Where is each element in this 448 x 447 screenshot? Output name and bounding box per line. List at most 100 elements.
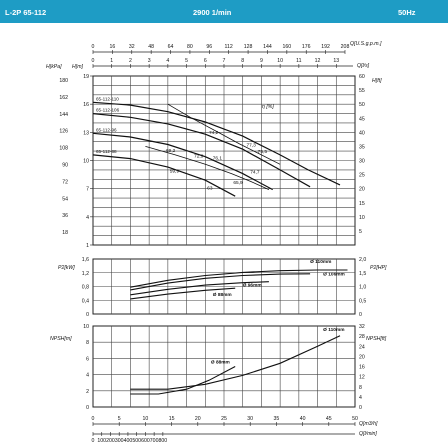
npsh-axis-ft-tick-label: 24 xyxy=(359,344,365,350)
speed-label: 2900 1/min xyxy=(193,8,232,17)
head-curve xyxy=(92,101,341,186)
top-axis-ls-tick-label: 8 xyxy=(241,58,244,64)
power-axis-hp-tick-label: 2,0 xyxy=(359,257,366,263)
bottom-axis-m3h-tick-label: 5 xyxy=(118,416,121,422)
power-axis-hp-tick-label: 0 xyxy=(359,312,362,318)
bottom-axis-m3h-tick-label: 40 xyxy=(300,416,306,422)
npsh-axis-m-tick-label: 6 xyxy=(86,356,89,362)
bottom-axis-m3h-tick-label: 30 xyxy=(247,416,253,422)
power-curve xyxy=(130,273,311,291)
npsh-axis-ft-tick-label: 8 xyxy=(359,385,362,391)
top-axis-usgpm-tick-label: 0 xyxy=(92,44,95,50)
head-axis-kpa-tick-label: 54 xyxy=(62,196,68,202)
top-axis-usgpm-tick-label: 192 xyxy=(321,44,330,50)
bottom-axis-m3h-tick-label: 20 xyxy=(195,416,201,422)
power-axis-kw-tick-label: 1,6 xyxy=(82,257,89,263)
power-axis-hp-tick-label: 0,5 xyxy=(359,298,366,304)
head-axis-m-tick-label: 7 xyxy=(86,187,89,193)
efficiency-label: 59,9 xyxy=(170,169,180,175)
head-axis-m-tick-label: 13 xyxy=(83,130,89,136)
top-axis-usgpm-tick-label: 208 xyxy=(341,44,350,50)
efficiency-label: 76,1 xyxy=(213,156,223,162)
top-axis-ls-tick-label: 0 xyxy=(92,58,95,64)
model-label: L-2P 65-112 xyxy=(5,8,47,17)
top-axis-usgpm-tick-label: 32 xyxy=(129,44,135,50)
head-axis-ft-tick-label: 50 xyxy=(359,102,365,108)
efficiency-axis-label: η [%] xyxy=(262,104,274,110)
bottom-axis-m3h-tick-label: 10 xyxy=(143,416,149,422)
power-curve xyxy=(130,269,348,288)
head-axis-kpa-tick-label: 108 xyxy=(59,146,68,152)
npsh-axis-ft-tick-label: 0 xyxy=(359,405,362,411)
npsh-axis-ft-tick-label: 4 xyxy=(359,395,362,401)
bottom-axis-lmin-tick-label: 700 xyxy=(150,438,159,444)
bottom-axis-m3h-tick-label: 0 xyxy=(92,416,95,422)
top-axis-usgpm-tick-label: 64 xyxy=(168,44,174,50)
power-axis-hp-tick-label: 1,0 xyxy=(359,285,366,291)
npsh-axis-m-tick-label: 10 xyxy=(83,324,89,330)
head-axis-ft-tick-label: 15 xyxy=(359,201,365,207)
head-curve-label: 65-112-110 xyxy=(96,96,119,101)
head-curve-label: 65-112-106 xyxy=(96,108,120,113)
head-axis-kpa-tick-label: 90 xyxy=(62,163,68,169)
head-axis-ft-tick-label: 55 xyxy=(359,88,365,94)
efficiency-label: 65,9 xyxy=(233,180,243,186)
npsh-axis-ft-tick-label: 32 xyxy=(359,324,365,330)
efficiency-label: 77,3 xyxy=(246,142,256,148)
head-axis-m-tick-label: 1 xyxy=(86,243,89,249)
power-curve xyxy=(130,281,269,296)
head-axis-kpa-tick-label: 180 xyxy=(59,78,68,84)
efficiency-curve xyxy=(145,146,270,190)
power-axis-kw-label: P2[kW] xyxy=(58,265,75,271)
npsh-axis-m-tick-label: 4 xyxy=(86,373,89,379)
npsh-axis-ft-tick-label: 12 xyxy=(359,375,365,381)
power-axis-kw-tick-label: 1,2 xyxy=(82,271,89,277)
npsh-curve xyxy=(130,335,341,390)
frequency-label: 50Hz xyxy=(398,8,416,17)
top-axis-usgpm-tick-label: 16 xyxy=(109,44,115,50)
top-axis-usgpm-label: Q[U.S.g.p.m.] xyxy=(350,41,382,47)
top-axis-ls-tick-label: 3 xyxy=(148,58,151,64)
power-axis-hp-tick-label: 1,5 xyxy=(359,271,366,277)
head-axis-ft-label: H[ft] xyxy=(372,78,382,84)
head-curve xyxy=(92,113,311,188)
head-axis-kpa-tick-label: 126 xyxy=(59,129,68,135)
npsh-axis-ft-tick-label: 16 xyxy=(359,365,365,371)
top-axis-usgpm-tick-label: 128 xyxy=(244,44,253,50)
top-axis-ls-tick-label: 2 xyxy=(129,58,132,64)
top-axis-usgpm-tick-label: 112 xyxy=(225,44,233,50)
power-curve-label: Ø 88mm xyxy=(213,292,232,298)
bottom-axis-lmin-tick-label: 600 xyxy=(141,438,150,444)
top-axis-ls-tick-label: 1 xyxy=(110,58,113,64)
head-axis-ft-tick-label: 20 xyxy=(359,187,365,193)
head-axis-ft-tick-label: 35 xyxy=(359,144,365,150)
npsh-axis-ft-tick-label: 28 xyxy=(359,334,365,340)
bottom-axis-lmin-tick-label: 500 xyxy=(132,438,141,444)
head-axis-kpa-tick-label: 162 xyxy=(59,95,68,101)
power-curve-label: Ø 96mm xyxy=(243,283,262,289)
npsh-axis-m-label: NPSH[m] xyxy=(50,336,72,342)
bottom-axis-m3h-tick-label: 45 xyxy=(326,416,332,422)
efficiency-curve xyxy=(167,103,281,165)
top-axis-usgpm-tick-label: 80 xyxy=(187,44,193,50)
top-axis-ls-tick-label: 5 xyxy=(185,58,188,64)
top-axis-ls-tick-label: 12 xyxy=(315,58,321,64)
bottom-axis-lmin-label: Q[l/min] xyxy=(359,431,377,437)
efficiency-label: 74,7 xyxy=(250,170,260,176)
power-curve-label: Ø 110mm xyxy=(310,259,331,265)
head-curve-label: 65-112-88 xyxy=(96,149,117,154)
efficiency-label: 74,2 xyxy=(209,130,219,136)
efficiency-label: 69,2 xyxy=(166,148,176,154)
bottom-axis-m3h-label: Q[m3/h] xyxy=(359,421,378,427)
top-axis-usgpm-tick-label: 144 xyxy=(263,44,272,50)
top-axis-ls-label: Q[l/s] xyxy=(357,63,370,69)
head-axis-ft-tick-label: 30 xyxy=(359,159,365,165)
head-axis-ft-tick-label: 45 xyxy=(359,116,365,122)
efficiency-label: 75,5 xyxy=(258,149,268,155)
top-axis-ls-tick-label: 6 xyxy=(204,58,207,64)
top-axis-ls-tick-label: 4 xyxy=(166,58,169,64)
bottom-axis-lmin-tick-label: 300 xyxy=(115,438,124,444)
head-axis-m-tick-label: 16 xyxy=(83,102,89,108)
bottom-axis-m3h-tick-label: 15 xyxy=(169,416,175,422)
